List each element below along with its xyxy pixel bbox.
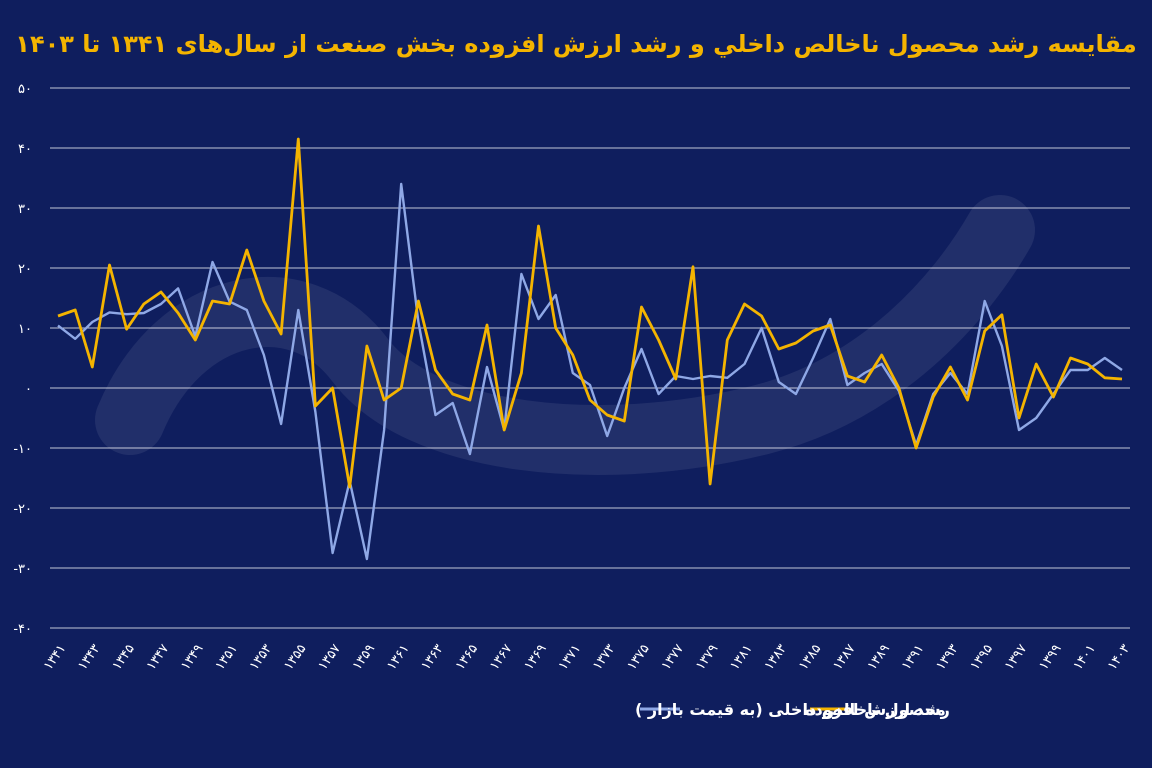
x-tick-label: ۱۴۰۱ [1071, 642, 1099, 673]
x-tick-label: ۱۳۶۹ [521, 642, 549, 673]
x-tick-label: ۱۳۵۱ [213, 642, 241, 673]
x-tick-label: ۱۳۶۳ [419, 642, 447, 673]
x-tick-label: ۱۳۴۷ [144, 642, 172, 673]
x-tick-label: ۱۳۷۳ [590, 642, 618, 673]
y-tick-label: -۱۰ [13, 442, 32, 457]
x-tick-label: ۱۳۸۵ [796, 642, 824, 673]
series-lines [57, 137, 1123, 561]
y-tick-label: -۲۰ [13, 502, 32, 517]
x-tick-label: ۱۳۴۹ [178, 642, 206, 673]
x-tick-label: ۱۳۷۱ [556, 642, 584, 673]
x-tick-label: ۱۳۴۳ [75, 642, 103, 673]
legend-label-value-added: رشد ارزش افزوده [805, 700, 950, 719]
legend-label-gdp: محصول ناخالص داخلی (به قیمت بازار ) [635, 700, 946, 719]
x-tick-label: ۱۳۹۹ [1036, 642, 1064, 673]
x-tick-label: ۱۳۸۹ [865, 642, 893, 673]
y-tick-label: ۲۰ [18, 262, 32, 277]
chart-title: مقایسه رشد محصول ناخالص داخلي و رشد ارزش… [15, 30, 1136, 58]
x-tick-label: ۱۳۸۷ [830, 642, 858, 673]
x-tick-label: ۱۳۶۵ [453, 642, 481, 673]
x-tick-label: ۱۳۴۵ [110, 642, 138, 673]
y-tick-label: -۴۰ [13, 622, 32, 637]
y-tick-label: ۱۰ [18, 322, 32, 337]
x-tick-label: ۱۳۵۵ [281, 642, 309, 673]
x-tick-label: ۱۳۵۹ [350, 642, 378, 673]
x-tick-label: ۱۳۶۷ [487, 642, 515, 673]
x-tick-label: ۱۳۹۳ [933, 642, 961, 673]
x-tick-label: ۱۳۵۳ [247, 642, 275, 673]
legend: رشد ارزش افزوده محصول ناخالص داخلی (به ق… [635, 700, 950, 719]
x-axis-ticks: ۱۳۴۱ ۱۳۴۳ ۱۳۴۵ ۱۳۴۷ ۱۳۴۹ ۱۳۵۱ ۱۳۵۳ ۱۳۵۵ ۱۳۵۷ ۱۳۵۹… [41, 642, 1133, 673]
x-tick-label: ۱۳۷۷ [659, 642, 687, 673]
x-tick-label: ۱۴۰۳ [1105, 642, 1133, 673]
y-tick-label: -۳۰ [13, 562, 32, 577]
y-tick-label: ۵۰ [18, 82, 32, 97]
y-tick-label: ۳۰ [18, 202, 32, 217]
x-tick-label: ۱۳۹۵ [968, 642, 996, 673]
x-tick-label: ۱۳۷۵ [624, 642, 652, 673]
x-tick-label: ۱۳۶۱ [384, 642, 412, 673]
x-tick-label: ۱۳۴۱ [41, 642, 69, 673]
y-tick-label: ۴۰ [18, 142, 32, 157]
y-tick-label: ۰ [25, 382, 32, 397]
grid-lines [50, 87, 1130, 629]
x-tick-label: ۱۳۸۱ [727, 642, 755, 673]
x-tick-label: ۱۳۸۳ [762, 642, 790, 673]
y-axis-ticks: ۵۰ ۴۰ ۳۰ ۲۰ ۱۰ ۰ -۱۰ -۲۰ -۳۰ -۴۰ [13, 82, 32, 637]
x-tick-label: ۱۳۵۷ [316, 642, 344, 673]
x-tick-label: ۱۳۹۱ [899, 642, 927, 673]
x-tick-label: ۱۳۷۹ [693, 642, 721, 673]
x-tick-label: ۱۳۹۷ [1002, 642, 1030, 673]
